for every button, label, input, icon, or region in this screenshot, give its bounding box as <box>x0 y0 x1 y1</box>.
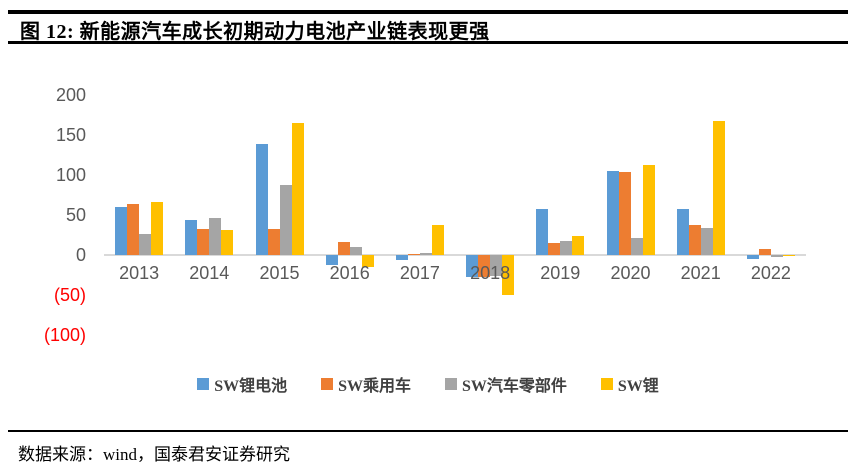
bar-2020-SW锂电池 <box>606 171 619 255</box>
legend-swatch-icon <box>321 378 334 390</box>
source-divider <box>8 430 848 432</box>
legend-swatch-icon <box>600 378 613 390</box>
legend-label: SW汽车零部件 <box>462 378 567 395</box>
legend-item: SW锂电池 <box>197 372 287 396</box>
top-divider <box>8 10 848 14</box>
legend-label: SW乘用车 <box>338 378 411 395</box>
bar-2013-SW乘用车 <box>127 203 140 255</box>
data-source-note: 数据来源：wind，国泰君安证券研究 <box>18 445 290 464</box>
bar-2016-SW锂 <box>361 255 374 267</box>
x-tick-label: 2022 <box>750 263 791 283</box>
bar-2019-SW锂电池 <box>536 209 549 255</box>
legend-item: SW锂 <box>600 372 659 396</box>
y-tick-label: 0 <box>75 245 86 265</box>
x-tick-label: 2017 <box>399 263 440 283</box>
bar-2015-SW乘用车 <box>267 228 280 255</box>
x-tick-label: 2021 <box>680 263 721 283</box>
bar-2014-SW锂电池 <box>185 219 198 255</box>
legend-label: SW锂 <box>617 378 659 395</box>
bar-2022-SW锂 <box>782 255 795 256</box>
bar-2021-SW乘用车 <box>688 225 701 255</box>
bar-2015-SW锂电池 <box>255 143 268 255</box>
bar-2017-SW锂电池 <box>395 255 408 260</box>
legend-item: SW乘用车 <box>321 372 411 396</box>
x-tick-label: 2018 <box>470 263 511 283</box>
bar-2016-SW汽车零部件 <box>349 247 362 255</box>
legend-item: SW汽车零部件 <box>445 372 567 396</box>
bar-2014-SW乘用车 <box>197 228 210 255</box>
bar-2014-SW锂 <box>221 230 234 255</box>
x-tick-label: 2019 <box>540 263 581 283</box>
figure-title: 图 12: 新能源汽车成长初期动力电池产业链表现更强 <box>20 21 490 43</box>
bar-2018-SW乘用车 <box>478 255 491 277</box>
bar-2017-SW汽车零部件 <box>419 252 432 255</box>
bar-2021-SW锂 <box>712 121 725 255</box>
title-divider <box>8 41 848 44</box>
bar-2013-SW锂 <box>151 202 164 255</box>
y-tick-label: 50 <box>65 205 86 225</box>
x-tick-label: 2014 <box>189 263 230 283</box>
legend-swatch-icon <box>197 378 210 390</box>
bar-2021-SW汽车零部件 <box>700 227 713 255</box>
bar-2015-SW汽车零部件 <box>279 184 292 255</box>
bar-2019-SW汽车零部件 <box>560 241 573 255</box>
bar-2022-SW乘用车 <box>758 249 771 255</box>
zero-axis-line <box>104 254 806 256</box>
bar-2013-SW汽车零部件 <box>139 234 152 255</box>
bar-2018-SW锂 <box>502 255 515 295</box>
y-tick-label: 100 <box>55 165 86 185</box>
bar-2018-SW汽车零部件 <box>490 255 503 276</box>
y-tick-label: (50) <box>53 285 86 305</box>
x-tick-label: 2016 <box>329 263 370 283</box>
bar-2016-SW乘用车 <box>337 242 350 255</box>
y-tick-label: 200 <box>55 85 86 105</box>
bar-2022-SW汽车零部件 <box>770 255 783 258</box>
x-tick-label: 2013 <box>119 263 160 283</box>
bar-2022-SW锂电池 <box>746 255 759 259</box>
bar-2015-SW锂 <box>291 123 304 255</box>
bar-2017-SW锂 <box>431 225 444 255</box>
bar-2019-SW乘用车 <box>548 243 561 255</box>
bar-2017-SW乘用车 <box>407 254 420 255</box>
bar-2020-SW汽车零部件 <box>630 238 643 255</box>
legend-swatch-icon <box>445 378 457 390</box>
x-tick-label: 2020 <box>610 263 651 283</box>
y-tick-label: 150 <box>55 125 86 145</box>
bar-2019-SW锂 <box>572 235 585 255</box>
y-tick-label: (100) <box>43 325 86 345</box>
bar-2018-SW锂电池 <box>466 255 479 277</box>
bar-2021-SW锂电池 <box>676 208 689 255</box>
chart: 200 150 100 50 0 (50) (100) 2013 2014 2015 2016 20… <box>0 85 856 345</box>
bar-2014-SW汽车零部件 <box>209 218 222 255</box>
bar-2016-SW锂电池 <box>325 255 338 266</box>
bar-2020-SW乘用车 <box>618 171 631 255</box>
bar-2013-SW锂电池 <box>115 207 128 255</box>
legend: SW锂电池 SW乘用车 SW汽车零部件 SW锂 <box>0 372 856 396</box>
x-tick-label: 2015 <box>259 263 300 283</box>
legend-label: SW锂电池 <box>214 378 288 395</box>
bar-2020-SW锂 <box>642 164 655 255</box>
